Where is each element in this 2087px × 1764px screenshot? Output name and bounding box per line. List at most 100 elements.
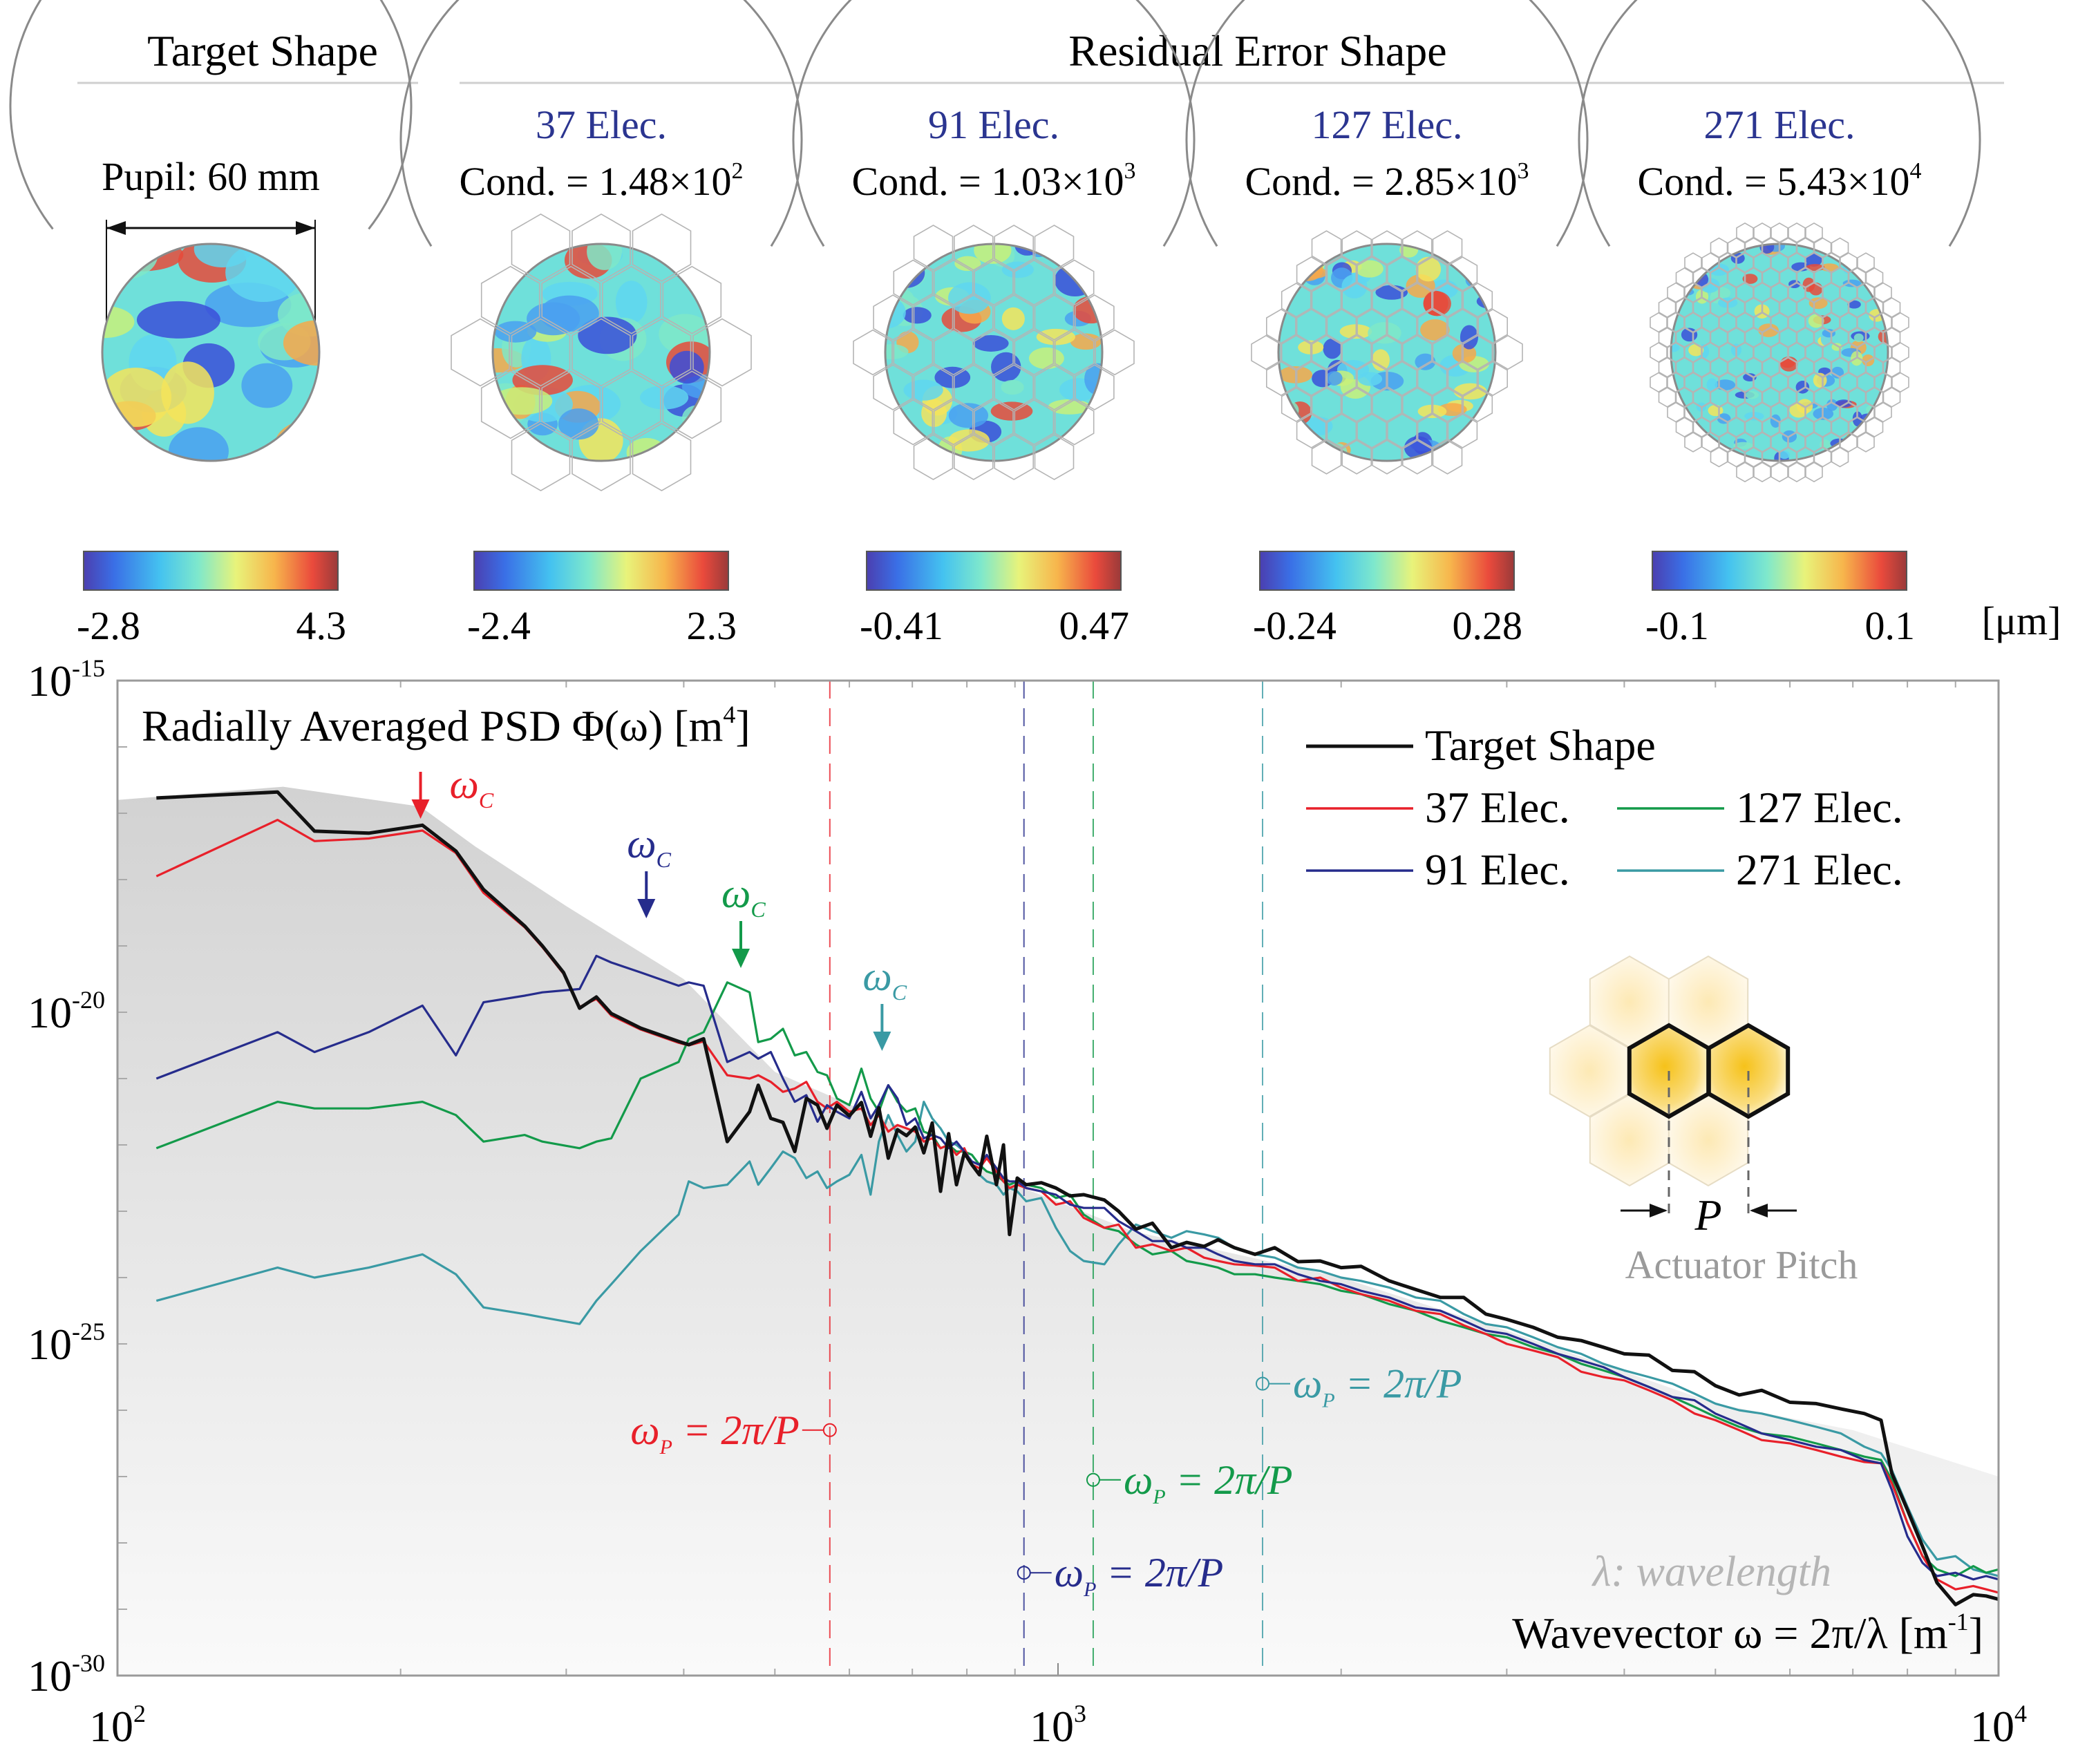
electrode-hexagon [1788,312,1806,333]
pupil-blob [587,244,622,270]
electrode-hexagon [1493,334,1523,370]
x-tick-label: 103 [1030,1700,1086,1751]
electrode-hexagon [1341,439,1372,475]
pupil-blob [1671,246,1687,257]
condition-number-base: Cond. = 5.43×10 [1637,159,1909,204]
electrode-hexagon [1095,329,1135,376]
electrode-hexagon [1831,297,1849,318]
electrode-hexagon [1402,439,1433,475]
pitch-omega: ω [1293,1361,1322,1407]
electrode-hexagon [1658,357,1677,378]
electrode-hexagon [1692,327,1711,348]
pupil-blob [539,295,599,332]
electrode-hexagon [1667,312,1685,333]
electrode-hexagon [1857,432,1875,453]
electrode-hexagon [1417,413,1448,448]
electrode-hexagon [1874,401,1892,423]
electrode-hexagon [1710,237,1728,258]
shape-map-e37: 37 Elec. Cond. = 1.48×102 -2.4 2.3 [399,0,803,648]
electrode-hexagon [1813,267,1832,288]
electrode-hexagon [1857,252,1875,273]
pupil-blob [1826,399,1838,411]
electrode-hexagon [1710,446,1728,468]
pupil-blob [1706,378,1718,391]
electrode-hexagon [1770,222,1788,243]
electrode-hexagon [1417,361,1448,397]
electrode-hexagon [1822,312,1840,333]
legend-label-target: Target Shape [1425,721,1656,770]
electrode-hexagon [572,318,631,387]
legend-label-e37: 37 Elec. [1425,783,1570,832]
electrode-hexagon [1753,401,1771,423]
pitch-omega: ω [1124,1457,1153,1503]
electrode-hexagon [1341,334,1372,370]
cutoff-arrow-head-e91 [637,899,656,918]
chart-title-exp: 4 [723,701,735,728]
electrode-hexagon [1840,401,1858,423]
electrode-hexagon [1865,267,1884,288]
colorbar [473,551,729,591]
electrode-hexagon [1710,327,1728,348]
colorbar-max-label: 0.47 [1059,603,1130,648]
electrode-hexagon [1311,230,1342,265]
electrode-hexagon [1675,267,1694,288]
electrode-hexagon [1432,387,1463,422]
electrode-hexagon [1701,342,1719,363]
electrode-hexagon [1462,283,1493,318]
electrode-hexagon [692,318,752,387]
electrode-hexagon [1266,361,1296,397]
cutoff-arrow-head-e127 [732,949,750,968]
electrode-hexagon [1770,252,1788,273]
pupil-blob [274,419,319,461]
electrode-hexagon [1779,327,1797,348]
electrode-hexagon [1805,312,1823,333]
electrode-hexagon [1692,267,1711,288]
pupil-arrow-left [106,221,126,235]
electrode-hexagon [1675,417,1694,438]
electrode-hexagon [480,370,540,439]
electrode-hexagon [1034,434,1075,480]
electrode-hexagon [1857,342,1875,363]
pupil-blob [1475,244,1495,254]
pupil-blob [1831,366,1844,379]
electrode-hexagon [1296,256,1327,292]
electrode-hexagon [1813,357,1832,378]
electrode-hexagon [1296,361,1327,397]
electrode-hexagon [994,294,1034,341]
electrode-hexagon [893,259,934,306]
electrode-hexagon [913,225,954,271]
electrode-hexagon [1891,312,1909,333]
electrode-hexagon [1848,357,1867,378]
electrode-hexagon [1701,401,1719,423]
electrode-hexagon [632,318,692,387]
legend-label-e91: 91 Elec. [1425,845,1570,894]
electrode-hexagon [1719,342,1737,363]
electrode-hexagon [1658,297,1677,318]
electrode-hexagon [1762,237,1780,258]
pupil-blob [169,427,229,461]
electrode-hexagon [1822,252,1840,273]
pitch-omega: ω [630,1407,659,1453]
pitch-equation: = 2π/P [1335,1361,1462,1407]
electrode-hexagon [1701,252,1719,273]
legend-label-e271: 271 Elec. [1736,845,1903,894]
inset-pitch-symbol: P [1694,1191,1721,1240]
y-tick-base: 10 [28,1320,72,1369]
electrode-hexagon [1822,372,1840,393]
electrode-hexagon [1770,282,1788,303]
y-tick-label: 10-15 [28,654,105,705]
y-tick-exp: -15 [72,654,105,682]
pupil-blob [903,379,943,401]
electrode-count-label: 271 Elec. [1703,102,1855,147]
electrode-hexagon [1432,334,1463,370]
mirror-outline [399,0,803,247]
electrode-hexagon [1727,387,1746,408]
x-tick-exp: 2 [133,1700,146,1727]
electrode-hexagon [1014,399,1055,446]
electrode-hexagon [1054,399,1095,446]
electrode-hexagon [1075,364,1115,410]
electrode-hexagon [1813,327,1832,348]
electrode-hexagon [1341,230,1372,265]
x-tick-base: 10 [1030,1702,1074,1751]
electrode-hexagon [1840,282,1858,303]
